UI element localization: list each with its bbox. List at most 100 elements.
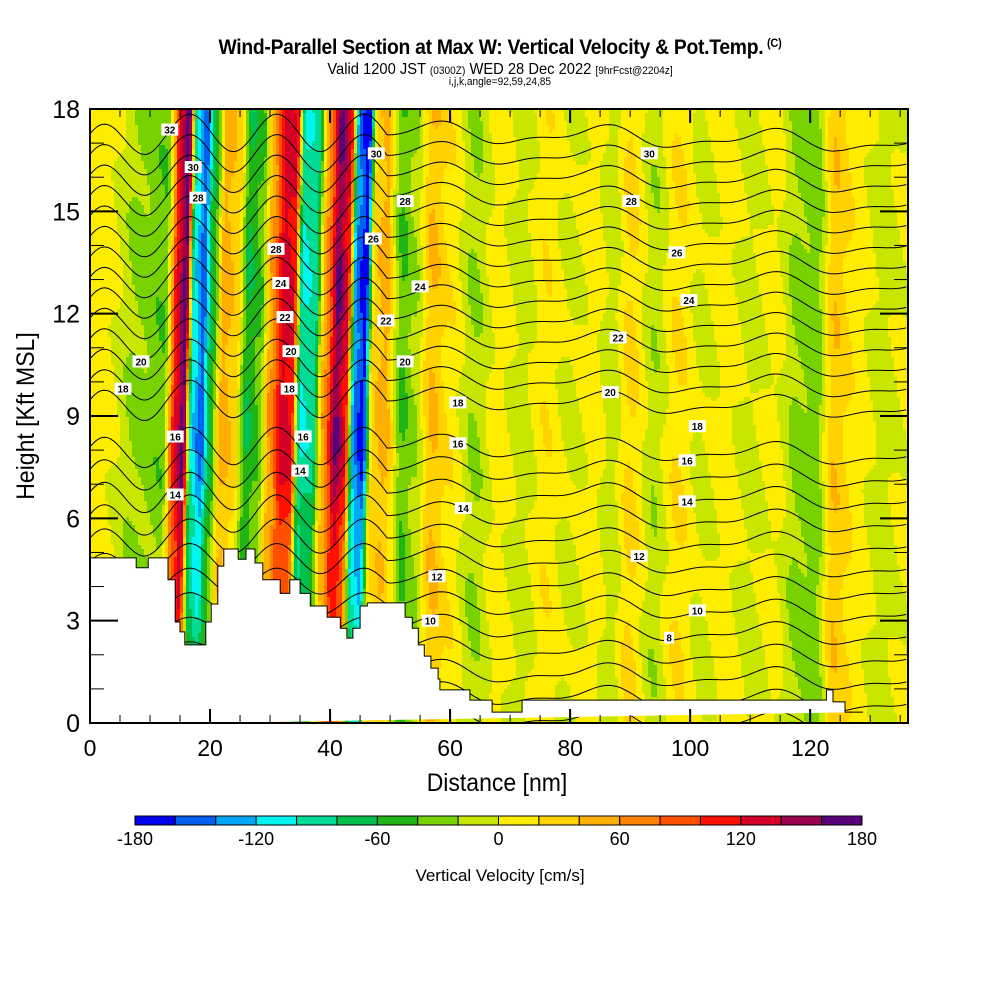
velocity-cell — [111, 541, 115, 546]
velocity-cell — [99, 221, 103, 226]
velocity-cell — [111, 161, 115, 166]
velocity-cell — [180, 185, 184, 190]
velocity-cell — [132, 261, 136, 266]
velocity-cell — [123, 529, 127, 534]
velocity-cell — [123, 125, 127, 130]
velocity-cell — [168, 525, 172, 530]
velocity-cell — [186, 125, 190, 130]
velocity-cell — [108, 161, 112, 166]
velocity-cell — [153, 513, 157, 518]
velocity-cell — [162, 441, 166, 446]
velocity-cell — [153, 537, 157, 542]
velocity-cell — [105, 181, 109, 186]
velocity-cell — [93, 541, 97, 546]
velocity-cell — [93, 213, 97, 218]
velocity-cell — [141, 269, 145, 274]
velocity-cell — [96, 361, 100, 366]
velocity-cell — [138, 545, 142, 550]
velocity-cell — [174, 397, 178, 402]
velocity-cell — [183, 577, 187, 582]
velocity-cell — [162, 509, 166, 514]
velocity-cell — [147, 437, 151, 442]
velocity-cell — [129, 397, 133, 402]
velocity-cell — [93, 113, 97, 118]
velocity-cell — [186, 137, 190, 142]
velocity-cell — [120, 509, 124, 514]
velocity-cell — [141, 433, 145, 438]
velocity-cell — [138, 125, 142, 130]
velocity-cell — [141, 413, 145, 418]
velocity-cell — [126, 213, 130, 218]
velocity-cell — [180, 221, 184, 226]
velocity-cell — [147, 389, 151, 394]
velocity-cell — [117, 229, 121, 234]
velocity-cell — [156, 497, 160, 502]
velocity-cell — [105, 149, 109, 154]
velocity-cell — [96, 345, 100, 350]
velocity-cell — [171, 509, 175, 514]
velocity-cell — [177, 369, 181, 374]
velocity-cell — [102, 441, 106, 446]
velocity-cell — [138, 541, 142, 546]
velocity-cell — [114, 501, 118, 506]
velocity-cell — [171, 557, 175, 562]
velocity-cell — [114, 429, 118, 434]
velocity-cell — [180, 329, 184, 334]
velocity-cell — [180, 573, 184, 578]
velocity-cell — [105, 217, 109, 222]
velocity-cell — [147, 229, 151, 234]
velocity-cell — [177, 297, 181, 302]
velocity-cell — [150, 421, 154, 426]
velocity-cell — [117, 185, 121, 190]
velocity-cell — [150, 237, 154, 242]
velocity-cell — [114, 449, 118, 454]
velocity-cell — [168, 305, 172, 310]
velocity-cell — [114, 405, 118, 410]
velocity-cell — [132, 133, 136, 138]
velocity-cell — [99, 405, 103, 410]
velocity-cell — [159, 413, 163, 418]
velocity-cell — [117, 117, 121, 122]
velocity-cell — [102, 157, 106, 162]
velocity-cell — [159, 417, 163, 422]
velocity-cell — [156, 509, 160, 514]
velocity-cell — [156, 433, 160, 438]
velocity-cell — [153, 225, 157, 230]
velocity-cell — [183, 229, 187, 234]
velocity-cell — [93, 261, 97, 266]
velocity-cell — [108, 401, 112, 406]
velocity-cell — [132, 389, 136, 394]
velocity-cell — [138, 121, 142, 126]
velocity-cell — [183, 157, 187, 162]
velocity-cell — [180, 505, 184, 510]
velocity-cell — [150, 449, 154, 454]
velocity-cell — [144, 165, 148, 170]
velocity-cell — [111, 325, 115, 330]
velocity-cell — [132, 317, 136, 322]
velocity-cell — [126, 237, 130, 242]
velocity-cell — [156, 421, 160, 426]
velocity-cell — [180, 165, 184, 170]
velocity-cell — [102, 473, 106, 478]
velocity-cell — [177, 449, 181, 454]
velocity-cell — [93, 157, 97, 162]
velocity-cell — [147, 505, 151, 510]
velocity-cell — [168, 245, 172, 250]
velocity-cell — [174, 149, 178, 154]
velocity-cell — [126, 429, 130, 434]
velocity-cell — [132, 257, 136, 262]
velocity-cell — [96, 341, 100, 346]
velocity-cell — [180, 181, 184, 186]
velocity-cell — [93, 305, 97, 310]
velocity-cell — [132, 385, 136, 390]
velocity-cell — [126, 549, 130, 554]
velocity-cell — [171, 545, 175, 550]
velocity-cell — [117, 249, 121, 254]
velocity-cell — [159, 193, 163, 198]
velocity-cell — [123, 129, 127, 134]
velocity-cell — [132, 533, 136, 538]
velocity-cell — [150, 277, 154, 282]
velocity-cell — [165, 529, 169, 534]
velocity-cell — [99, 341, 103, 346]
velocity-cell — [141, 241, 145, 246]
